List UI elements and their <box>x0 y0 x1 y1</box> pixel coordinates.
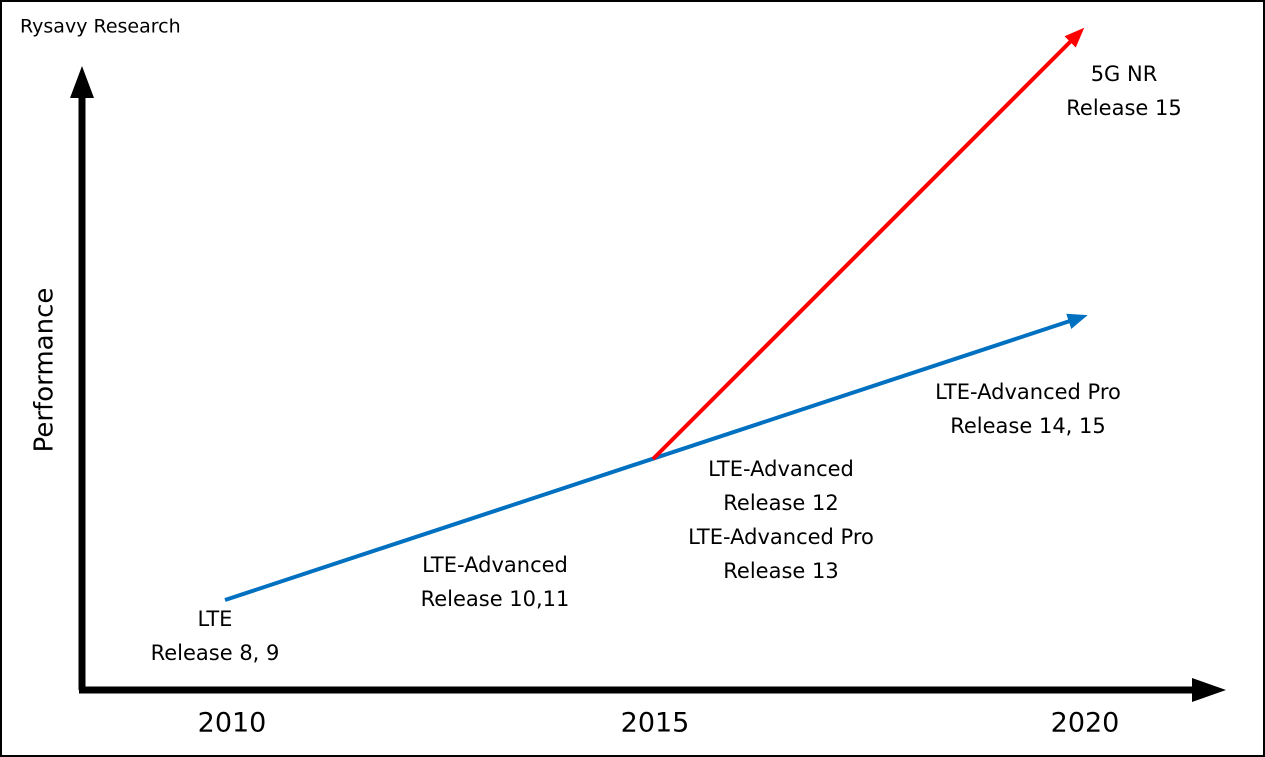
x-label: 2015 <box>621 708 690 739</box>
annotations: LTE Release 8, 9 LTE-Advanced Release 10,11… <box>151 62 1182 665</box>
annotation-line: Release 8, 9 <box>151 641 280 665</box>
annotation-line: LTE-Advanced Pro <box>935 380 1121 404</box>
annotation-line: LTE-Advanced <box>708 457 854 481</box>
y-axis-label: Performance <box>30 288 60 453</box>
x-labels: 2010 2015 2020 <box>198 708 1120 739</box>
annotation-line: Release 15 <box>1066 96 1181 120</box>
annotation-line: Release 14, 15 <box>950 414 1106 438</box>
y-axis-arrow <box>70 66 94 98</box>
annotation-line: LTE <box>198 607 233 631</box>
annotation-line: Release 12 <box>723 491 838 515</box>
x-label: 2010 <box>198 708 267 739</box>
annotation-line: Release 13 <box>723 559 838 583</box>
x-label: 2020 <box>1051 708 1120 739</box>
annotation-line: 5G NR <box>1091 62 1158 86</box>
annotation-line: LTE-Advanced <box>422 553 568 577</box>
nr-line <box>651 27 1085 461</box>
x-axis-arrow <box>1192 678 1226 702</box>
annotation-line: Release 10,11 <box>421 587 570 611</box>
source-label: Rysavy Research <box>20 16 181 38</box>
annotation-line: LTE-Advanced Pro <box>688 525 874 549</box>
